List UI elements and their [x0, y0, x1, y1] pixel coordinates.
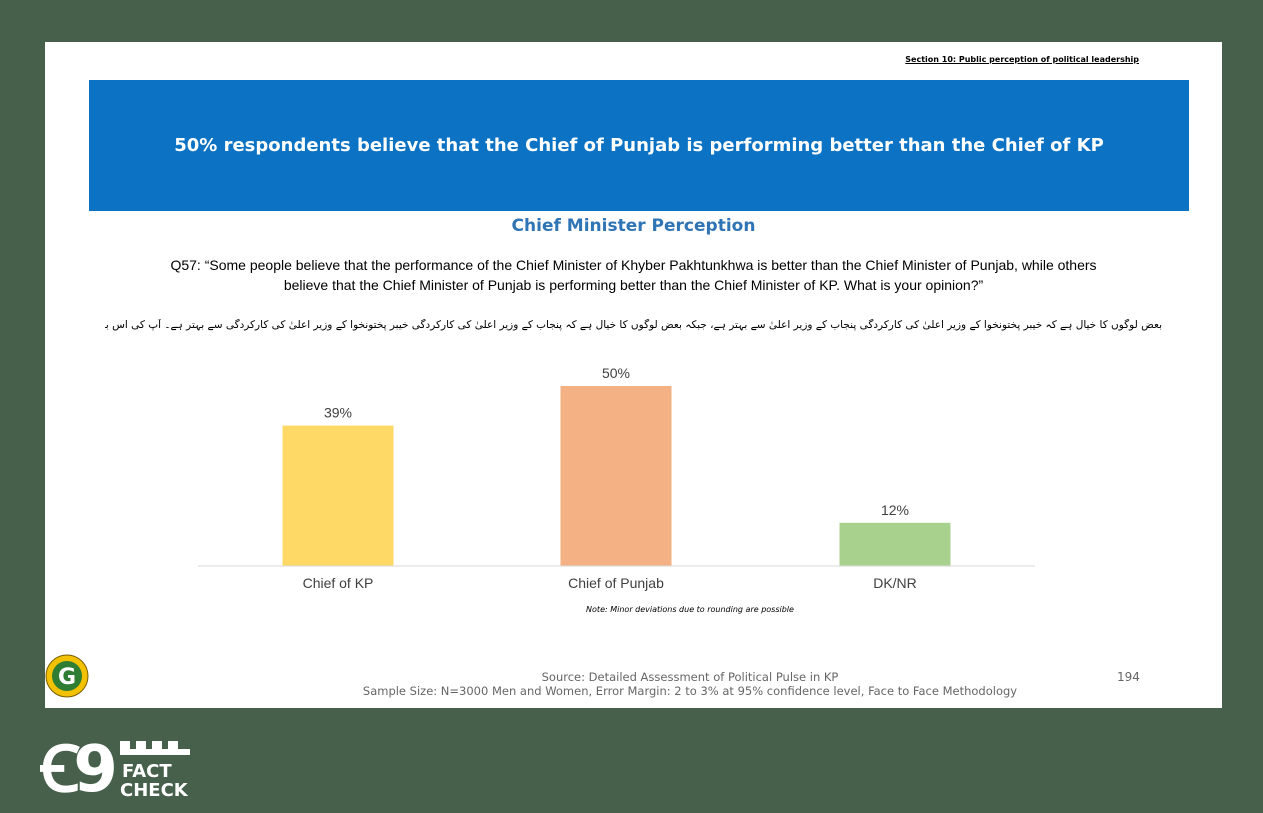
category-label: Chief of KP	[303, 575, 374, 591]
fact-check-word2: CHECK	[120, 780, 189, 800]
g-logo-icon: G	[45, 654, 89, 698]
category-label: Chief of Punjab	[568, 575, 664, 591]
bar-chief-of-punjab	[560, 386, 672, 566]
g-logo-letter: G	[58, 665, 76, 690]
question-line-2: believe that the Chief Minister of Punja…	[283, 277, 984, 293]
fact-check-logo: Ꞓ9 FACT CHECK	[40, 735, 190, 800]
banner-headline: 50% respondents believe that the Chief o…	[174, 135, 1104, 156]
chart-title: Chief Minister Perception	[511, 216, 756, 236]
question-line-1: Q57: “Some people believe that the perfo…	[170, 257, 1097, 273]
rounding-note: Note: Minor deviations due to rounding a…	[586, 605, 794, 614]
fact-check-word1: FACT	[122, 761, 172, 782]
data-label: 39%	[324, 405, 352, 421]
bar-chart: 39% Chief of KP 50% Chief of Punjab 12% DK/NR	[198, 365, 1035, 591]
source-footer: Source: Detailed Assessment of Political…	[45, 670, 1263, 698]
question-text: Q57: “Some people believe that the perfo…	[85, 255, 1182, 295]
page-number: 194	[1117, 670, 1140, 684]
data-label: 12%	[881, 502, 909, 518]
category-label: DK/NR	[873, 575, 917, 591]
question-urdu: بعض لوگوں کا خیال ہے کہ خیبر پختونخوا کے…	[105, 319, 1162, 331]
source-line: Source: Detailed Assessment of Political…	[541, 670, 839, 684]
report-slide: Section 10: Public perception of politic…	[45, 42, 1222, 708]
sample-line: Sample Size: N=3000 Men and Women, Error…	[362, 684, 1018, 698]
headline-banner: 50% respondents believe that the Chief o…	[89, 80, 1189, 211]
bar-chief-of-kp	[282, 425, 394, 566]
section-header: Section 10: Public perception of politic…	[905, 55, 1139, 64]
fact-check-numeral: Ꞓ9	[40, 735, 114, 800]
bar-dk-nr	[839, 522, 951, 566]
data-label: 50%	[602, 365, 630, 381]
